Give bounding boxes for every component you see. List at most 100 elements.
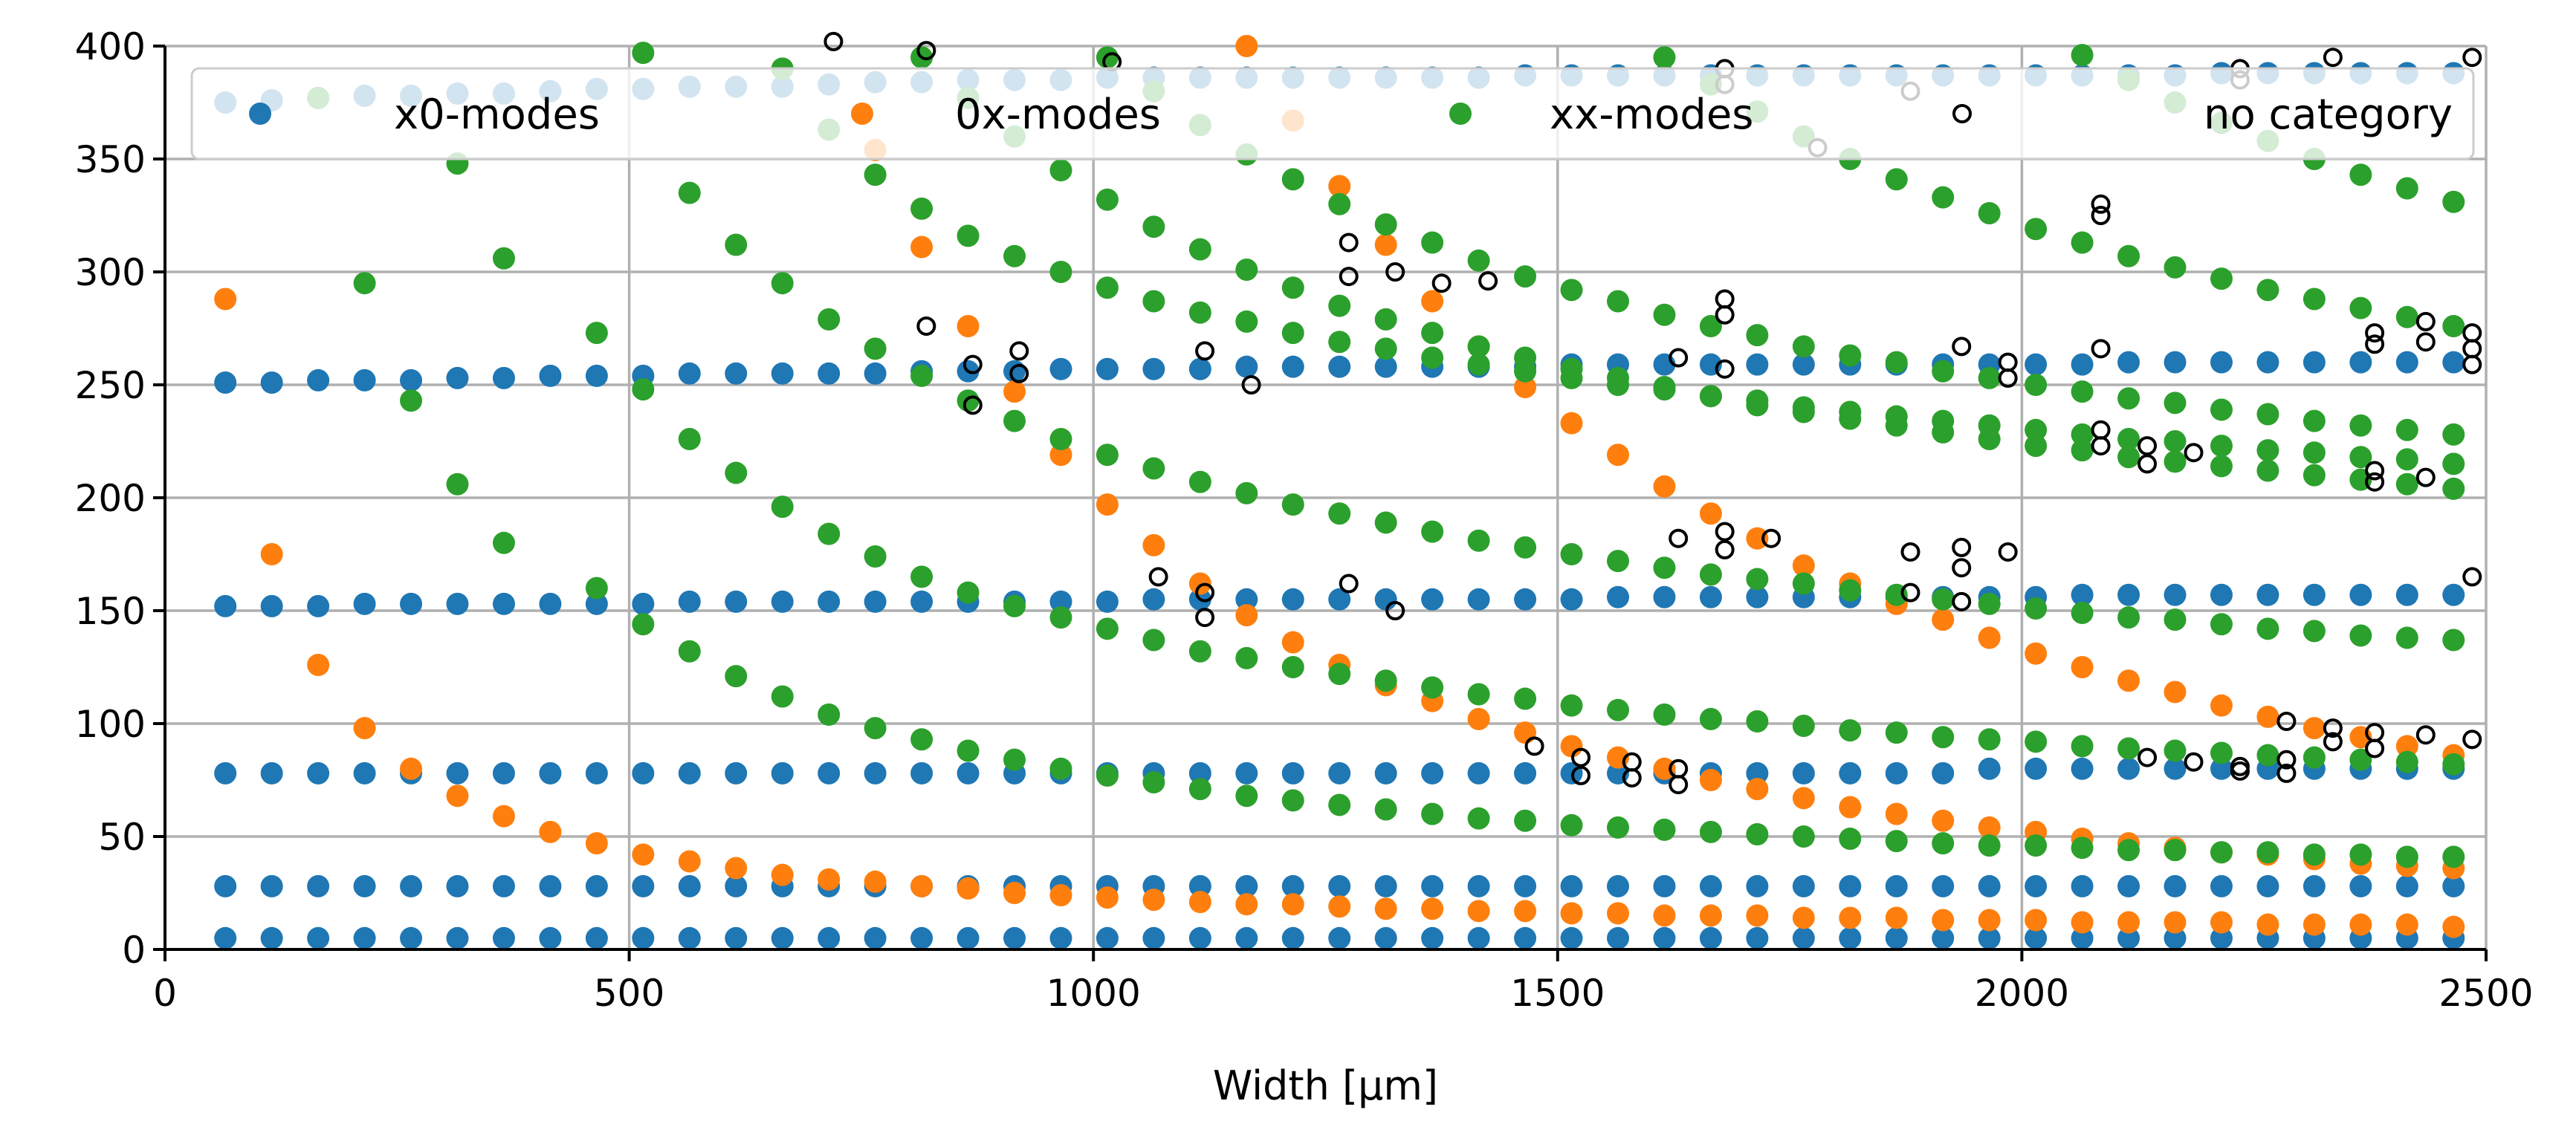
data-point bbox=[492, 805, 515, 828]
data-point bbox=[1328, 761, 1351, 785]
data-point bbox=[1049, 444, 1072, 467]
data-point bbox=[1699, 563, 1722, 586]
data-point bbox=[1281, 168, 1304, 191]
data-point bbox=[1142, 357, 1165, 380]
data-point bbox=[585, 322, 608, 345]
data-point bbox=[1560, 694, 1583, 717]
data-point bbox=[1715, 522, 1735, 542]
data-point bbox=[2071, 757, 2094, 780]
data-point bbox=[1421, 874, 1444, 897]
data-point bbox=[1514, 376, 1537, 399]
data-point bbox=[2164, 430, 2187, 452]
data-point bbox=[1932, 761, 1955, 785]
data-point bbox=[916, 316, 936, 336]
data-point bbox=[2349, 163, 2372, 186]
data-point bbox=[910, 197, 933, 220]
data-point bbox=[1096, 444, 1119, 467]
data-point bbox=[2071, 44, 2094, 67]
data-point bbox=[1606, 366, 1629, 389]
data-point bbox=[1467, 874, 1490, 897]
data-point bbox=[1188, 761, 1211, 785]
data-point bbox=[1932, 420, 1955, 444]
data-point bbox=[539, 761, 562, 785]
data-point bbox=[585, 926, 608, 949]
data-point bbox=[2395, 305, 2418, 328]
data-point bbox=[1328, 294, 1351, 317]
data-point bbox=[2442, 452, 2465, 475]
data-point bbox=[2302, 620, 2326, 643]
data-point bbox=[1606, 585, 1629, 608]
data-point bbox=[1606, 874, 1629, 897]
data-point bbox=[492, 761, 515, 785]
data-point bbox=[2117, 387, 2140, 410]
data-point bbox=[1281, 355, 1304, 378]
data-point bbox=[1281, 761, 1304, 785]
data-point bbox=[2349, 446, 2372, 469]
data-point bbox=[1699, 385, 1722, 408]
data-point bbox=[2164, 739, 2187, 762]
data-point bbox=[1514, 809, 1537, 832]
data-point bbox=[725, 926, 748, 949]
x-tick-label: 0 bbox=[153, 972, 177, 1015]
data-point bbox=[1885, 874, 1908, 897]
data-point bbox=[1606, 698, 1629, 721]
data-point bbox=[1885, 906, 1908, 929]
data-point bbox=[1571, 747, 1591, 767]
data-point bbox=[1839, 828, 1862, 851]
data-point bbox=[2025, 909, 2048, 932]
data-point bbox=[1374, 874, 1397, 897]
data-point bbox=[1932, 874, 1955, 897]
data-point bbox=[1049, 159, 1072, 182]
data-point bbox=[2365, 334, 2385, 354]
data-point bbox=[353, 874, 376, 897]
data-point bbox=[1606, 550, 1629, 573]
data-point bbox=[1606, 444, 1629, 467]
data-point bbox=[632, 613, 655, 636]
data-point bbox=[1195, 341, 1215, 361]
data-point bbox=[1467, 926, 1490, 949]
data-point bbox=[2256, 439, 2279, 462]
data-point bbox=[2349, 748, 2372, 771]
data-point bbox=[1978, 816, 2001, 839]
data-point bbox=[1885, 351, 1908, 374]
data-point bbox=[1096, 188, 1119, 211]
data-point bbox=[2071, 439, 2094, 462]
data-point bbox=[1467, 761, 1490, 785]
y-tick-label: 250 bbox=[75, 364, 146, 407]
data-point bbox=[1514, 874, 1537, 897]
data-point bbox=[678, 362, 701, 385]
y-tick-label: 300 bbox=[75, 251, 146, 294]
data-point bbox=[2395, 845, 2418, 868]
data-point bbox=[2071, 583, 2094, 606]
data-point bbox=[1328, 175, 1351, 198]
data-point bbox=[1281, 322, 1304, 345]
data-point bbox=[1188, 301, 1211, 324]
data-point bbox=[910, 590, 933, 613]
data-point bbox=[1049, 357, 1072, 380]
data-point bbox=[1281, 588, 1304, 611]
data-point bbox=[1699, 502, 1722, 525]
data-point bbox=[1188, 640, 1211, 663]
data-point bbox=[2256, 459, 2279, 482]
data-point bbox=[1096, 493, 1119, 516]
data-point bbox=[1978, 909, 2001, 932]
data-point bbox=[2210, 694, 2233, 717]
data-point bbox=[2302, 288, 2326, 311]
data-point bbox=[2323, 732, 2343, 752]
data-point bbox=[818, 308, 841, 331]
legend-marker bbox=[249, 103, 271, 125]
data-point bbox=[2395, 750, 2418, 773]
data-point bbox=[1421, 926, 1444, 949]
data-point bbox=[2256, 403, 2279, 426]
data-point bbox=[1560, 902, 1583, 925]
x-tick-labels: 0 500 1000 1500 2000 2500 bbox=[153, 949, 2534, 1015]
data-point bbox=[2117, 839, 2140, 862]
data-point bbox=[1669, 775, 1689, 795]
data-point bbox=[725, 590, 748, 613]
data-point bbox=[1339, 574, 1359, 594]
data-point bbox=[1746, 874, 1769, 897]
data-point bbox=[1885, 926, 1908, 949]
data-point bbox=[2302, 913, 2326, 936]
data-point bbox=[1142, 533, 1165, 556]
data-point bbox=[910, 728, 933, 751]
